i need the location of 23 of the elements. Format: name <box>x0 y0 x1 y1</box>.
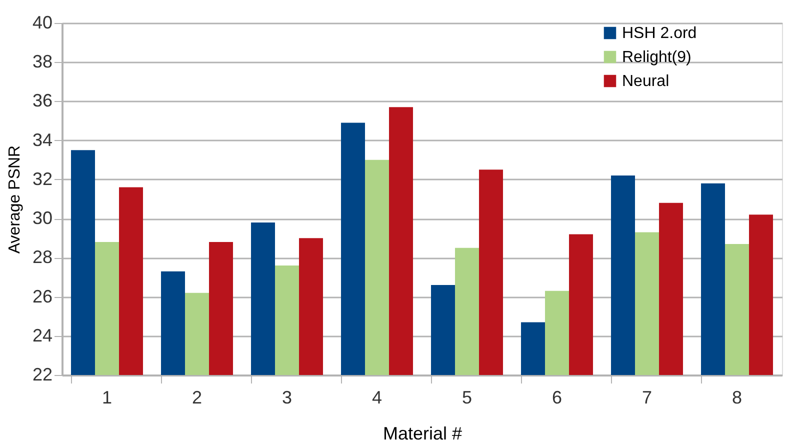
y-tick-label: 22 <box>32 364 52 384</box>
y-tick-label: 30 <box>32 208 52 228</box>
legend-label: Neural <box>622 73 670 90</box>
y-tick-label: 34 <box>32 130 52 150</box>
x-tick-label: 2 <box>192 388 202 408</box>
x-tick-label: 4 <box>372 388 382 408</box>
legend-label: HSH 2.ord <box>622 25 697 42</box>
y-axis-title: Average PSNR <box>6 145 24 254</box>
x-tick-label: 6 <box>552 388 562 408</box>
x-tick-label: 3 <box>282 388 292 408</box>
x-tick-label: 8 <box>732 388 742 408</box>
y-tick-label: 32 <box>32 168 52 189</box>
y-tick-label: 24 <box>32 325 52 346</box>
x-tick-label: 1 <box>102 388 112 408</box>
y-tick-label: 26 <box>32 286 52 306</box>
x-axis-title: Material # <box>382 424 462 444</box>
y-tick-label: 36 <box>32 90 52 111</box>
y-tick-label: 38 <box>32 52 52 72</box>
x-tick-label: 5 <box>462 388 472 408</box>
legend-label: Relight(9) <box>622 49 692 66</box>
y-tick-label: 28 <box>32 247 52 268</box>
y-tick-label: 40 <box>32 12 52 32</box>
x-tick-label: 7 <box>642 388 652 408</box>
